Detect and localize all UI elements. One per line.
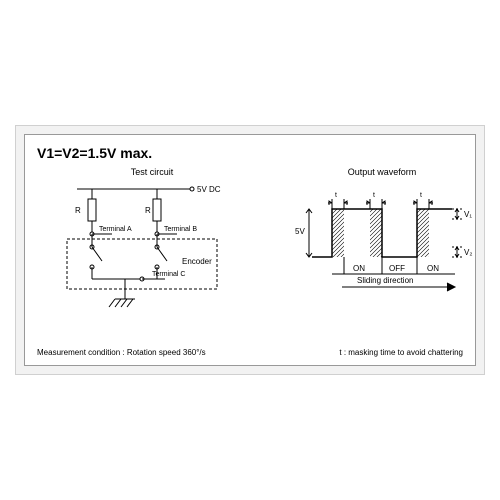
outer-frame: V1=V2=1.5V max. Test circuit 5V DC R	[15, 125, 485, 375]
terminal-c-label: Terminal C	[152, 271, 185, 278]
t-label-3: t	[420, 192, 422, 199]
terminal-b-label: Terminal B	[164, 226, 197, 233]
test-circuit-label: Test circuit	[37, 167, 267, 177]
v2-label: V₂	[464, 248, 472, 257]
footer-left: Measurement condition : Rotation speed 3…	[37, 348, 206, 357]
on-label-1: ON	[353, 264, 365, 273]
footer-right: t : masking time to avoid chattering	[339, 348, 463, 357]
footer: Measurement condition : Rotation speed 3…	[37, 348, 463, 357]
spec-title: V1=V2=1.5V max.	[37, 145, 463, 161]
off-label: OFF	[389, 264, 405, 273]
t-label-2: t	[373, 192, 375, 199]
t-label-1: t	[335, 192, 337, 199]
test-circuit-svg: 5V DC R Terminal A R	[37, 179, 267, 319]
slide-label: Sliding direction	[357, 276, 413, 285]
encoder-label: Encoder	[182, 257, 212, 266]
on-label-2: ON	[427, 264, 439, 273]
waveform-label: Output waveform	[287, 167, 477, 177]
inner-frame: V1=V2=1.5V max. Test circuit 5V DC R	[24, 134, 476, 366]
five-v-label: 5V	[295, 227, 305, 236]
v1-label: V₁	[464, 210, 472, 219]
diagram-row: Test circuit 5V DC R Termin	[37, 167, 463, 319]
test-circuit-panel: Test circuit 5V DC R Termin	[37, 167, 267, 319]
resistor-right-label: R	[145, 206, 151, 215]
terminal-a-label: Terminal A	[99, 226, 132, 233]
waveform-svg: 5V t	[287, 179, 477, 319]
waveform-panel: Output waveform 5V	[287, 167, 477, 319]
resistor-left-label: R	[75, 206, 81, 215]
supply-label: 5V DC	[197, 185, 221, 194]
